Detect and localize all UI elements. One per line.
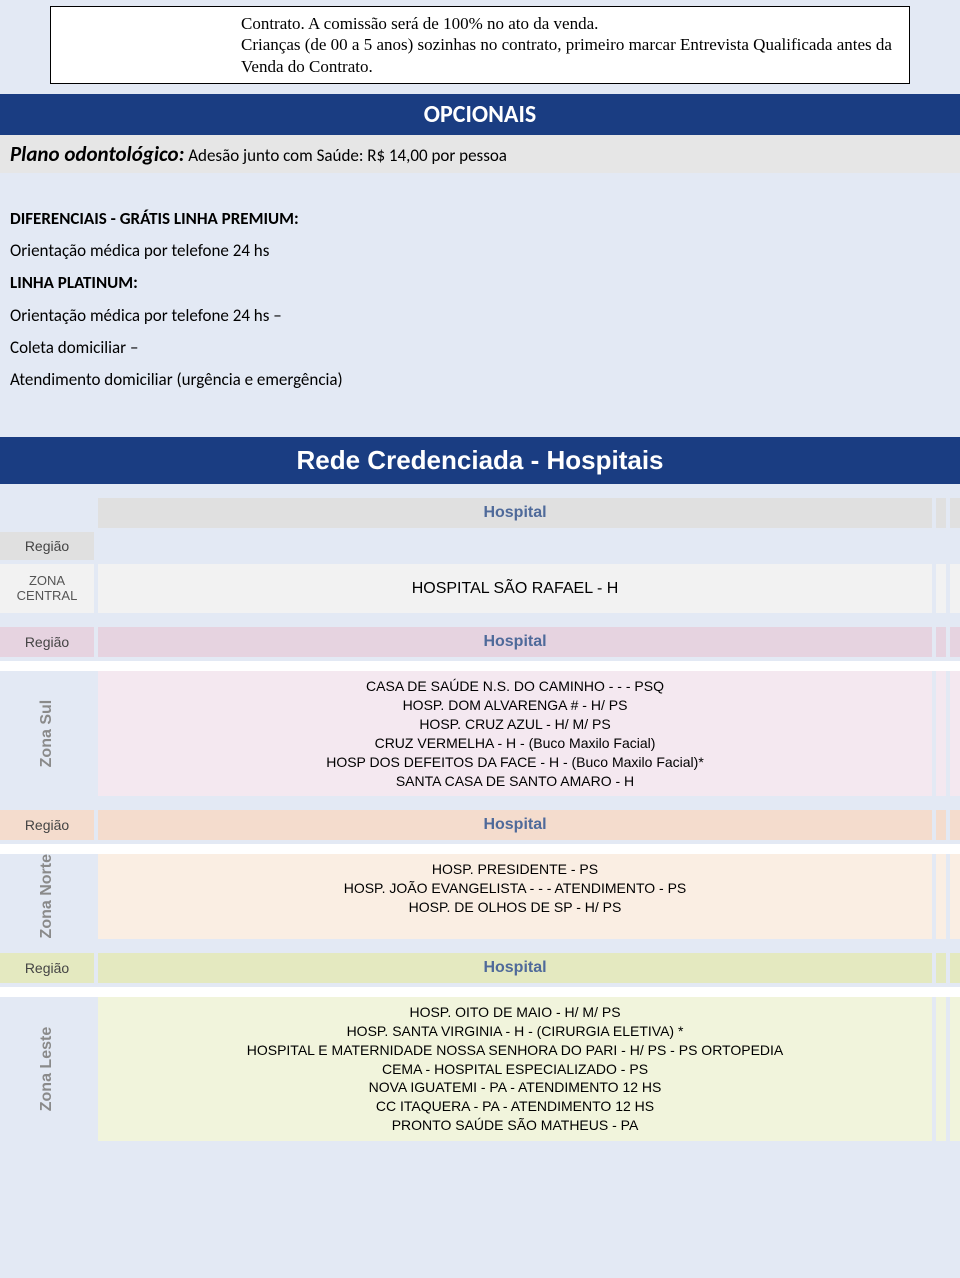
- rede-credenciada-header: Rede Credenciada - Hospitais: [0, 437, 960, 484]
- list-item: PRONTO SAÚDE SÃO MATHEUS - PA: [102, 1116, 928, 1135]
- region-zona-leste: Zona Leste: [0, 997, 94, 1141]
- diferenciais-item1: Orientação médica por telefone 24 hs: [10, 235, 950, 267]
- body-cap: [936, 854, 946, 938]
- section-zona-sul: Região Hospital Zona Sul CASA DE SAÚDE N…: [0, 627, 960, 796]
- hospital-header: Hospital: [98, 953, 932, 983]
- diferenciais-title: DIFERENCIAIS - GRÁTIS LINHA PREMIUM:: [10, 203, 950, 235]
- list-item: HOSP. DOM ALVARENGA # - H/ PS: [102, 696, 928, 715]
- section-zona-leste: Região Hospital Zona Leste HOSP. OITO DE…: [0, 953, 960, 1141]
- diferenciais-block: DIFERENCIAIS - GRÁTIS LINHA PREMIUM: Ori…: [0, 173, 960, 407]
- list-item: NOVA IGUATEMI - PA - ATENDIMENTO 12 HS: [102, 1078, 928, 1097]
- plano-odonto-label: Plano odontológico:: [10, 141, 184, 167]
- diferenciais-subtitle: LINHA PLATINUM:: [10, 267, 950, 299]
- list-item: CC ITAQUERA - PA - ATENDIMENTO 12 HS: [102, 1097, 928, 1116]
- list-item: CASA DE SAÚDE N.S. DO CAMINHO - - - PSQ: [102, 677, 928, 696]
- header-cap: [950, 498, 960, 528]
- body-cap: [950, 564, 960, 614]
- spacer: [0, 661, 960, 671]
- header-cap: [950, 953, 960, 983]
- header-cap: [936, 498, 946, 528]
- section-zona-central: Hospital Região ZONA CENTRAL HOSPITAL SÃ…: [0, 498, 960, 614]
- hospitals-zona-leste: HOSP. OITO DE MAIO - H/ M/ PS HOSP. SANT…: [98, 997, 932, 1141]
- header-spacer: [98, 532, 960, 560]
- list-item: HOSP. OITO DE MAIO - H/ M/ PS: [102, 1003, 928, 1022]
- spacer: [0, 987, 960, 997]
- body-cap: [936, 671, 946, 796]
- region-header: Região: [0, 627, 94, 657]
- header-cap: [936, 953, 946, 983]
- list-item: CEMA - HOSPITAL ESPECIALIZADO - PS: [102, 1060, 928, 1079]
- body-cap: [950, 671, 960, 796]
- header-cap: [936, 810, 946, 840]
- list-item: HOSP. SANTA VIRGINIA - H - (CIRURGIA ELE…: [102, 1022, 928, 1041]
- body-cap: [950, 854, 960, 938]
- list-item: HOSP. DE OLHOS DE SP - H/ PS: [102, 898, 928, 917]
- hospitals-zona-norte: HOSP. PRESIDENTE - PS HOSP. JOÃO EVANGEL…: [98, 854, 932, 938]
- plano-odonto-row: Plano odontológico: Adesão junto com Saú…: [0, 135, 960, 173]
- diferenciais-item3: Coleta domiciliar –: [10, 332, 950, 364]
- region-zona-sul: Zona Sul: [0, 671, 94, 796]
- region-zona-central: ZONA CENTRAL: [0, 564, 94, 614]
- list-item: HOSP. CRUZ AZUL - H/ M/ PS: [102, 715, 928, 734]
- section-zona-norte: Região Hospital Zona Norte HOSP. PRESIDE…: [0, 810, 960, 938]
- hospital-header: Hospital: [98, 498, 932, 528]
- hospitals-zona-central: HOSPITAL SÃO RAFAEL - H: [98, 564, 932, 614]
- plano-odonto-text: Adesão junto com Saúde: R$ 14,00 por pes…: [188, 145, 507, 166]
- list-item: SANTA CASA DE SANTO AMARO - H: [102, 772, 928, 791]
- opcionais-header: OPCIONAIS: [0, 94, 960, 135]
- list-item: CRUZ VERMELHA - H - (Buco Maxilo Facial): [102, 734, 928, 753]
- list-item: HOSP DOS DEFEITOS DA FACE - H - (Buco Ma…: [102, 753, 928, 772]
- header-region-spacer: [0, 498, 94, 528]
- hospitals-zona-sul: CASA DE SAÚDE N.S. DO CAMINHO - - - PSQ …: [98, 671, 932, 796]
- diferenciais-item4: Atendimento domiciliar (urgência e emerg…: [10, 364, 950, 396]
- header-cap: [950, 810, 960, 840]
- header-cap: [950, 627, 960, 657]
- region-header: Região: [0, 953, 94, 983]
- contract-note-line1: Contrato. A comissão será de 100% no ato…: [241, 13, 901, 34]
- contract-note-line2: Crianças (de 00 a 5 anos) sozinhas no co…: [241, 34, 901, 77]
- header-cap: [936, 627, 946, 657]
- body-cap: [950, 997, 960, 1141]
- region-header: Região: [0, 810, 94, 840]
- spacer: [0, 844, 960, 854]
- list-item: HOSP. PRESIDENTE - PS: [102, 860, 928, 879]
- hospital-header: Hospital: [98, 810, 932, 840]
- list-item: HOSP. JOÃO EVANGELISTA - - - ATENDIMENTO…: [102, 879, 928, 898]
- hospital-header: Hospital: [98, 627, 932, 657]
- region-header: Região: [0, 532, 94, 560]
- contract-note-box: Contrato. A comissão será de 100% no ato…: [50, 6, 910, 84]
- body-cap: [936, 997, 946, 1141]
- diferenciais-item2: Orientação médica por telefone 24 hs –: [10, 300, 950, 332]
- body-cap: [936, 564, 946, 614]
- list-item: HOSPITAL E MATERNIDADE NOSSA SENHORA DO …: [102, 1041, 928, 1060]
- region-zona-norte: Zona Norte: [0, 854, 94, 938]
